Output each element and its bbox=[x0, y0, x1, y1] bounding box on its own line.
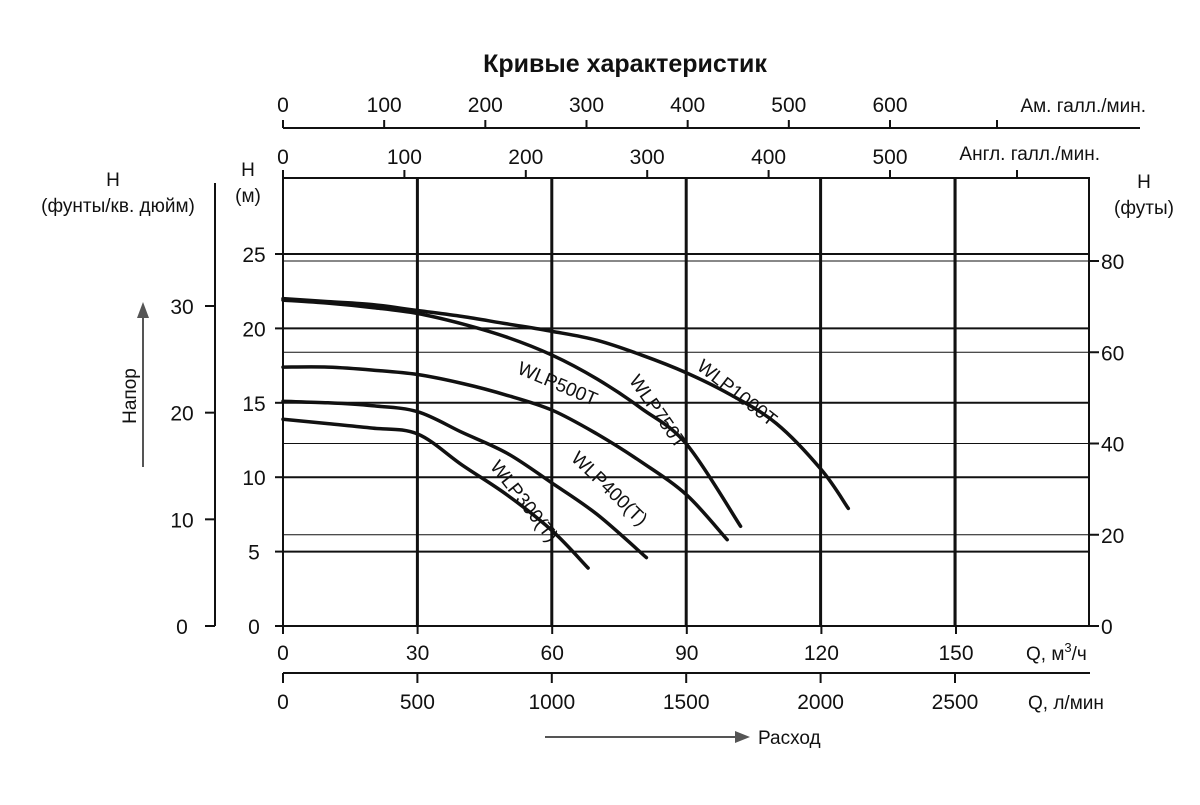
lpm-tick-label: 2500 bbox=[932, 691, 979, 714]
y-tick-label: 5 bbox=[248, 542, 260, 565]
psi-tick-label: 10 bbox=[170, 509, 193, 532]
series-line-wlp400-t- bbox=[281, 399, 649, 560]
series-label: WLP1000T bbox=[693, 356, 781, 431]
ft-tick-label: 40 bbox=[1101, 434, 1124, 457]
lpm-tick-label: 2000 bbox=[797, 691, 844, 714]
us-gpm-tick-label: 200 bbox=[468, 94, 503, 117]
x-tick-label: 150 bbox=[938, 642, 973, 665]
grid bbox=[282, 177, 1090, 627]
lpm-tick-label: 0 bbox=[277, 691, 289, 714]
series-line-wlp500t bbox=[281, 365, 729, 542]
imp-gpm-tick-label: 400 bbox=[751, 146, 786, 169]
x-axis-label-sup: 3 bbox=[1064, 640, 1071, 655]
us-gpm-tick-label: 600 bbox=[872, 94, 907, 117]
ft-tick-label: 20 bbox=[1101, 525, 1124, 548]
psi-tick-label: 30 bbox=[170, 296, 193, 319]
x-tick-label: 90 bbox=[675, 642, 698, 665]
x-axis-label-suffix: /ч bbox=[1072, 644, 1087, 665]
psi-tick-label: 0 bbox=[176, 616, 188, 639]
psi-axis-label-line2: (фунты/кв. дюйм) bbox=[41, 196, 195, 217]
y-tick-label: 15 bbox=[242, 393, 265, 416]
imp-gpm-tick-label: 300 bbox=[630, 146, 665, 169]
flow-axis-label: Расход bbox=[758, 728, 821, 749]
us-gpm-tick-label: 400 bbox=[670, 94, 705, 117]
x-tick-label: 30 bbox=[406, 642, 429, 665]
x-tick-label: 0 bbox=[277, 642, 289, 665]
axes: 0 30 60 90 120 150 Q, м3/ч0 500 1000 1500 2000 2500… bbox=[41, 94, 1174, 749]
imp-gpm-axis-label: Англ. галл./мин. bbox=[959, 144, 1100, 165]
imp-gpm-tick-label: 0 bbox=[277, 146, 289, 169]
series-line-wlp300-t- bbox=[281, 417, 590, 570]
lpm-axis-label: Q, л/мин bbox=[1028, 693, 1104, 714]
us-gpm-tick-label: 500 bbox=[771, 94, 806, 117]
x-axis-label-prefix: Q, м bbox=[1026, 644, 1064, 665]
imp-gpm-tick-label: 100 bbox=[387, 146, 422, 169]
lpm-tick-label: 1000 bbox=[528, 691, 575, 714]
head-arrow-head bbox=[137, 302, 149, 318]
us-gpm-tick-label: 0 bbox=[277, 94, 289, 117]
y-tick-label: 20 bbox=[242, 318, 265, 341]
x-tick-label: 120 bbox=[804, 642, 839, 665]
flow-arrow-head bbox=[735, 731, 750, 743]
head-axis-label: Напор bbox=[120, 368, 141, 424]
series-label: WLP750T bbox=[624, 371, 690, 453]
us-gpm-tick-label: 100 bbox=[367, 94, 402, 117]
y-tick-label: 0 bbox=[248, 616, 260, 639]
imp-gpm-tick-label: 200 bbox=[508, 146, 543, 169]
y-tick-label: 10 bbox=[242, 467, 265, 490]
y-tick-label: 25 bbox=[242, 244, 265, 267]
x-tick-label: 60 bbox=[541, 642, 564, 665]
y-axis-label-line2: (м) bbox=[235, 186, 261, 207]
us-gpm-axis-label: Ам. галл./мин. bbox=[1020, 96, 1146, 117]
ft-tick-label: 0 bbox=[1101, 616, 1113, 639]
series-lines bbox=[281, 296, 851, 570]
series-line-wlp1000t bbox=[281, 296, 851, 511]
series-line-wlp750t bbox=[281, 298, 743, 529]
ft-axis-label-line1: H bbox=[1137, 172, 1151, 193]
psi-tick-label: 20 bbox=[170, 403, 193, 426]
chart-title: Кривые характеристик bbox=[483, 50, 767, 78]
ft-axis-label-line2: (футы) bbox=[1114, 198, 1174, 219]
y-axis-label-line1: H bbox=[241, 160, 255, 181]
ft-tick-label: 80 bbox=[1101, 251, 1124, 274]
lpm-tick-label: 500 bbox=[400, 691, 435, 714]
imp-gpm-tick-label: 500 bbox=[872, 146, 907, 169]
lpm-tick-label: 1500 bbox=[663, 691, 710, 714]
us-gpm-tick-label: 300 bbox=[569, 94, 604, 117]
ft-tick-label: 60 bbox=[1101, 342, 1124, 365]
x-axis-label: Q, м3/ч bbox=[1026, 640, 1087, 665]
psi-axis-label-line1: H bbox=[106, 170, 120, 191]
